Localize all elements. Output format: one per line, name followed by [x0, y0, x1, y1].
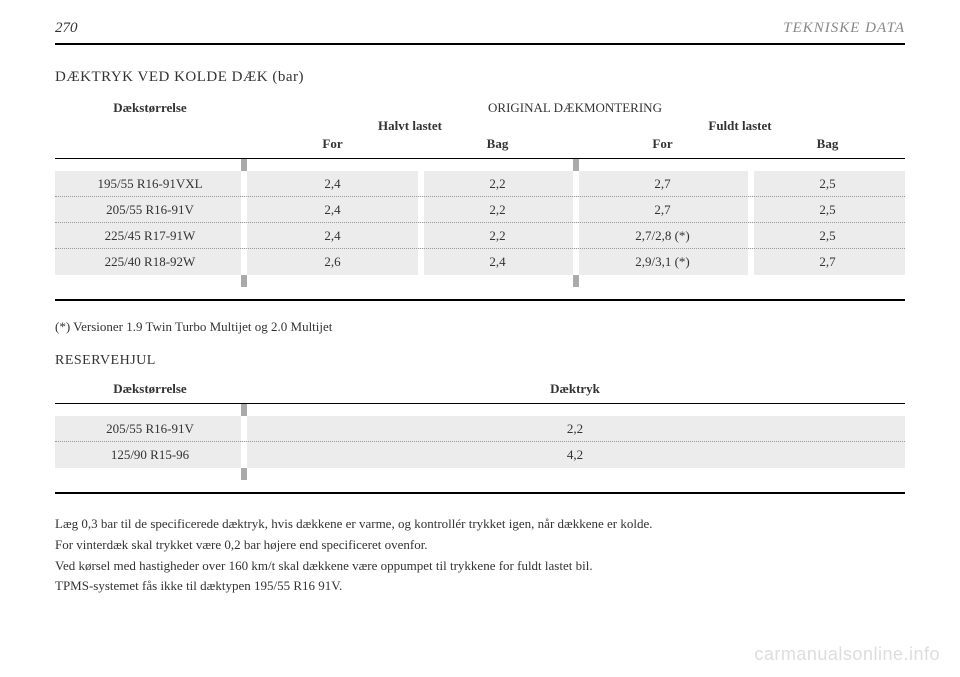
table-row: 205/55 R16-91V 2,2: [55, 416, 905, 442]
cell-value: 4,2: [245, 447, 905, 463]
table-bottom-rule: [55, 492, 905, 494]
cell-size: 195/55 R16-91VXL: [55, 176, 245, 192]
spare-wheel-title: RESERVEHJUL: [55, 353, 905, 369]
page-header: 270 TEKNISKE DATA: [55, 20, 905, 37]
footer-paragraphs: Læg 0,3 bar til de specificerede dæktryk…: [55, 514, 905, 597]
cell-value: 2,9/3,1 (*): [575, 254, 750, 270]
table-row: 195/55 R16-91VXL 2,4 2,2 2,7 2,5: [55, 171, 905, 197]
table-bottom-rule: [55, 299, 905, 301]
footer-line: Læg 0,3 bar til de specificerede dæktryk…: [55, 514, 905, 535]
footer-line: Ved kørsel med hastigheder over 160 km/t…: [55, 556, 905, 577]
cell-value: 2,5: [750, 176, 905, 192]
cell-value: 2,4: [245, 228, 420, 244]
page-number: 270: [55, 20, 78, 37]
table-row: 125/90 R15-96 4,2: [55, 442, 905, 468]
cell-value: 2,4: [245, 202, 420, 218]
col-header-half-loaded: Halvt lastet: [245, 118, 575, 134]
main-title: DÆKTRYK VED KOLDE DÆK (bar): [55, 69, 905, 86]
header-rule: [55, 43, 905, 45]
footer-line: For vinterdæk skal trykket være 0,2 bar …: [55, 535, 905, 556]
cell-value: 2,5: [750, 202, 905, 218]
cell-size: 225/40 R18-92W: [55, 254, 245, 270]
cell-value: 2,2: [420, 176, 575, 192]
cell-value: 2,7: [750, 254, 905, 270]
col-header-rear-1: Bag: [420, 136, 575, 152]
tyre-pressure-table: Dækstørrelse ORIGINAL DÆKMONTERING Halvt…: [55, 100, 905, 301]
col-header-front-2: For: [575, 136, 750, 152]
cell-value: 2,6: [245, 254, 420, 270]
table-row: 225/40 R18-92W 2,6 2,4 2,9/3,1 (*) 2,7: [55, 249, 905, 275]
cell-size: 125/90 R15-96: [55, 447, 245, 463]
cell-value: 2,4: [420, 254, 575, 270]
cell-value: 2,2: [420, 202, 575, 218]
col-header-size: Dækstørrelse: [55, 100, 245, 116]
cell-value: 2,5: [750, 228, 905, 244]
cell-size: 205/55 R16-91V: [55, 202, 245, 218]
col-header-rear-2: Bag: [750, 136, 905, 152]
cell-size: 205/55 R16-91V: [55, 421, 245, 437]
cell-size: 225/45 R17-91W: [55, 228, 245, 244]
cell-value: 2,7: [575, 202, 750, 218]
col-header-full-loaded: Fuldt lastet: [575, 118, 905, 134]
col-header-size: Dækstørrelse: [55, 381, 245, 397]
table-row: 205/55 R16-91V 2,4 2,2 2,7 2,5: [55, 197, 905, 223]
cell-value: 2,4: [245, 176, 420, 192]
watermark: carmanualsonline.info: [754, 644, 940, 665]
col-header-pressure: Dæktryk: [245, 381, 905, 397]
cell-value: 2,7/2,8 (*): [575, 228, 750, 244]
footnote: (*) Versioner 1.9 Twin Turbo Multijet og…: [55, 319, 905, 335]
col-header-front-1: For: [245, 136, 420, 152]
table-row: 225/45 R17-91W 2,4 2,2 2,7/2,8 (*) 2,5: [55, 223, 905, 249]
spare-wheel-table: Dækstørrelse Dæktryk 205/55 R16-91V 2,2 …: [55, 381, 905, 494]
cell-value: 2,2: [420, 228, 575, 244]
cell-value: 2,2: [245, 421, 905, 437]
cell-value: 2,7: [575, 176, 750, 192]
footer-line: TPMS-systemet fås ikke til dæktypen 195/…: [55, 576, 905, 597]
col-header-original: ORIGINAL DÆKMONTERING: [245, 100, 905, 116]
section-name: TEKNISKE DATA: [783, 20, 905, 37]
